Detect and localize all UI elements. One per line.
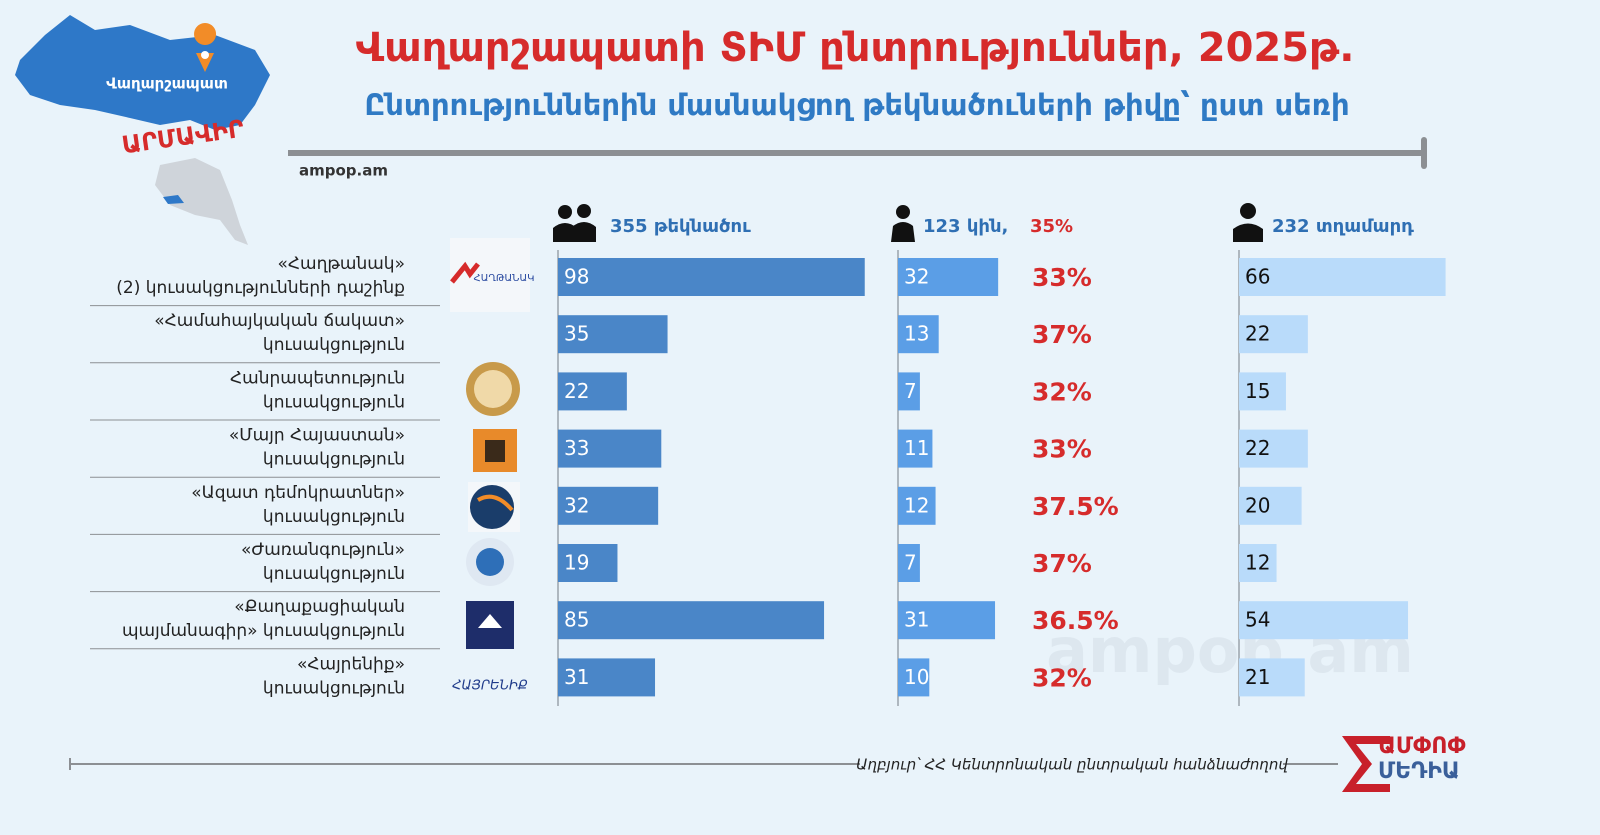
bar: [898, 486, 936, 525]
category-label: կուսակցություն: [263, 392, 405, 412]
bar: [558, 601, 825, 640]
category-label: «Հայրենիք»: [297, 654, 405, 674]
value-label: 98: [564, 265, 589, 289]
bar: [898, 544, 920, 582]
value-label: 31: [904, 608, 929, 632]
category-label: «Ազատ դեմոկրատներ»: [191, 483, 405, 503]
value-label: 19: [564, 551, 589, 575]
legend-label: 355 թեկնածու: [610, 216, 751, 237]
value-label: 13: [904, 322, 929, 346]
category-label: «Քաղաքացիական: [234, 597, 405, 617]
source: ampop.am: [299, 162, 388, 180]
bar: [1239, 486, 1302, 525]
value-label: 32: [904, 265, 929, 289]
category-label: կուսակցություն: [263, 678, 405, 698]
value-label: 22: [1245, 322, 1270, 346]
value-label: 85: [564, 608, 589, 632]
map-pin: [194, 23, 217, 72]
bar: [1239, 658, 1305, 697]
share-label: 37.5%: [1032, 492, 1119, 521]
brand-line: ՄԵԴԻԱ: [1378, 759, 1460, 784]
map-pin-dot: [201, 51, 209, 59]
category-label: կուսակցություն: [263, 335, 405, 355]
bar: [1239, 429, 1308, 468]
bar: [558, 429, 662, 468]
country-map: [155, 158, 248, 245]
category-label: «Հաղթանակ»: [277, 254, 405, 274]
value-label: 31: [564, 665, 589, 689]
share-label: 37%: [1032, 320, 1092, 349]
chart-subtitle: Ընտրություններին մասնակցող թեկնածուների …: [364, 88, 1349, 122]
value-label: 15: [1245, 379, 1270, 403]
category-label: Հանրապետություն: [230, 368, 405, 388]
value-label: 54: [1245, 608, 1270, 632]
svg-text:ՀԱՂԹԱՆԱԿ: ՀԱՂԹԱՆԱԿ: [474, 273, 535, 284]
bar: [1239, 315, 1308, 354]
bar: [1239, 544, 1277, 582]
bar: [898, 601, 996, 640]
category-label: կուսակցություն: [263, 450, 405, 470]
legend-label: 232 տղամարդ: [1272, 216, 1414, 237]
bar: [1239, 258, 1446, 296]
share-label: 32%: [1032, 663, 1092, 692]
category-label: «Համահայկական ճակատ»: [154, 311, 405, 331]
value-label: 10: [904, 665, 929, 689]
bar: [898, 429, 933, 468]
value-label: 66: [1245, 265, 1270, 289]
share-label: 32%: [1032, 377, 1092, 406]
chart-title: Վաղարշապատի ՏԻՄ ընտրություններ, 2025թ.: [355, 25, 1354, 71]
region-highlight: [163, 195, 184, 204]
value-label: 21: [1245, 665, 1270, 689]
category-label: «Ժառանգություն»: [241, 540, 405, 560]
category-label: կուսակցություն: [263, 507, 405, 527]
category-label: կուսակցություն: [263, 564, 405, 584]
value-label: 33: [564, 436, 589, 460]
bar: [898, 258, 999, 296]
value-label: 22: [1245, 436, 1270, 460]
category-label: «Մայր Հայաստան»: [229, 426, 405, 446]
man-icon: [1233, 203, 1263, 242]
bar: [898, 372, 920, 411]
share-label: 33%: [1032, 435, 1092, 464]
legend-label: 123 կին,: [923, 216, 1008, 237]
women-share-total: 35%: [1030, 216, 1073, 237]
people-icon: [553, 204, 596, 242]
brand-line: ԱՄՓՈՓ: [1378, 734, 1466, 759]
svg-text:ՀԱՅՐԵՆԻՔ: ՀԱՅՐԵՆԻՔ: [452, 679, 528, 694]
party-logos: ՀԱՂԹԱՆԱԿ ՀԱՅՐԵՆԻՔ: [450, 238, 534, 694]
bar: [898, 315, 939, 354]
category-label: պայմանագիր» կուսակցություն: [122, 621, 405, 641]
category-label: (2) կուսակցությունների դաշինք: [116, 278, 405, 298]
share-label: 33%: [1032, 263, 1092, 292]
value-label: 7: [904, 551, 917, 575]
value-label: 32: [564, 493, 589, 517]
bar: [558, 486, 659, 525]
bar: [558, 315, 668, 354]
brand-mark: [1342, 736, 1390, 792]
share-label: 37%: [1032, 549, 1092, 578]
bar: [558, 658, 656, 697]
value-label: 11: [904, 436, 929, 460]
share-label: 36.5%: [1032, 606, 1119, 635]
map-label: Վաղարշապատ: [106, 75, 228, 93]
value-label: 7: [904, 379, 917, 403]
bar: [1239, 601, 1409, 640]
value-label: 12: [904, 493, 929, 517]
value-label: 35: [564, 322, 589, 346]
value-label: 12: [1245, 551, 1270, 575]
woman-icon: [891, 205, 915, 242]
bar: [558, 372, 627, 411]
bar: [558, 544, 618, 582]
bar: [558, 258, 865, 296]
bar: [898, 658, 930, 697]
value-label: 20: [1245, 493, 1270, 517]
bar: [1239, 372, 1286, 411]
value-label: 22: [564, 379, 589, 403]
footer-note: Աղբյուր՝ ՀՀ Կենտրոնական ընտրական հանձնաժ…: [856, 756, 1288, 774]
